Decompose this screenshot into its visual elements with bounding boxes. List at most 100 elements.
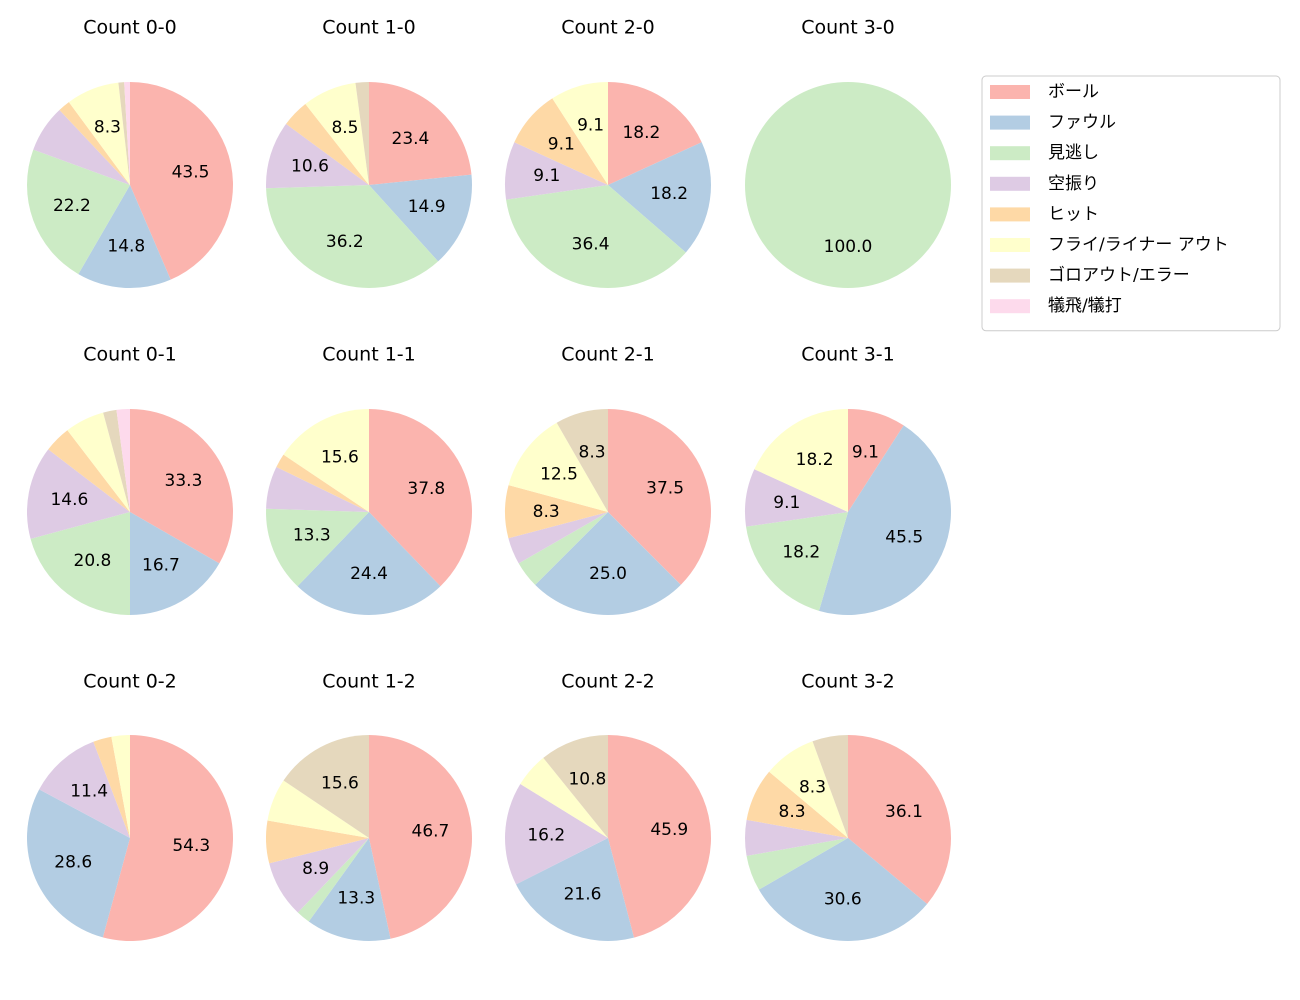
value-label: 25.0 <box>589 564 627 584</box>
value-label: 18.2 <box>650 184 688 204</box>
pie-slice <box>103 409 130 512</box>
value-label: 36.2 <box>326 232 364 252</box>
pie-slice <box>746 512 848 611</box>
pie-slice <box>27 449 131 539</box>
value-label: 9.1 <box>577 116 604 136</box>
legend-label: フライ/ライナー アウト <box>1048 235 1229 255</box>
pie-slice <box>266 185 439 289</box>
value-label: 10.6 <box>291 157 329 177</box>
pie-slice <box>758 838 928 941</box>
value-label: 36.1 <box>885 802 923 822</box>
pie-slice <box>266 820 369 864</box>
pie-slice <box>286 104 369 185</box>
legend-label: ボール <box>1048 82 1099 102</box>
pie-slice <box>67 412 130 512</box>
value-label: 30.6 <box>824 890 862 910</box>
pie-slice <box>48 430 130 512</box>
pie-slice <box>754 409 848 512</box>
pie-slice <box>283 409 369 512</box>
pie-slice <box>543 735 608 838</box>
pie-slice <box>535 512 681 615</box>
value-label: 28.6 <box>54 852 92 872</box>
pie-slice <box>505 783 608 885</box>
pie-slice <box>111 735 130 838</box>
value-label: 14.8 <box>107 237 145 257</box>
pie-slice <box>266 466 369 512</box>
value-label: 9.1 <box>533 166 560 186</box>
value-label: 8.9 <box>302 859 329 879</box>
pie-slice <box>369 409 472 587</box>
pie-slice <box>518 512 608 585</box>
pie-slice <box>283 735 369 838</box>
pie-slice <box>130 82 233 280</box>
pie-slice <box>265 508 369 587</box>
legend-label: ファウル <box>1048 113 1116 133</box>
pie-slice <box>68 82 130 185</box>
pie-title: Count 1-2 <box>322 671 416 693</box>
pie-slice <box>745 469 848 527</box>
pie-title: Count 3-0 <box>801 17 895 39</box>
pie-slice <box>745 819 848 856</box>
value-label: 21.6 <box>564 884 602 904</box>
value-label: 15.6 <box>321 773 359 793</box>
value-label: 8.3 <box>799 777 826 797</box>
value-label: 46.7 <box>412 822 450 842</box>
pie-slice <box>59 102 131 185</box>
legend-label: 犠飛/犠打 <box>1048 296 1122 316</box>
legend-swatch <box>990 299 1030 314</box>
value-label: 12.5 <box>540 464 578 484</box>
value-label: 10.8 <box>568 770 606 790</box>
pie-slice <box>297 512 441 615</box>
pie-slice <box>124 82 130 185</box>
pie-slice <box>608 735 712 938</box>
pie-slice <box>812 735 848 838</box>
legend-swatch <box>990 176 1030 191</box>
pie-slice <box>26 149 130 275</box>
value-label: 11.4 <box>70 782 108 802</box>
pie-title: Count 1-1 <box>322 344 416 366</box>
pie-slice <box>355 82 369 185</box>
legend-label: 空振り <box>1048 174 1099 194</box>
value-label: 45.5 <box>885 528 923 548</box>
legend-box <box>981 75 1281 332</box>
pie-slice <box>30 512 131 615</box>
pie-title: Count 2-1 <box>561 344 655 366</box>
pie-title: Count 1-0 <box>322 17 416 39</box>
pie-slice <box>552 82 608 185</box>
legend-label: 見逃し <box>1048 143 1099 163</box>
value-label: 54.3 <box>172 836 210 856</box>
value-label: 18.2 <box>796 450 834 470</box>
pie-slice <box>508 512 608 564</box>
pie-slice <box>608 82 702 185</box>
value-label: 16.2 <box>527 825 565 845</box>
pie-title: Count 2-2 <box>561 671 655 693</box>
pie-slice <box>269 838 369 913</box>
pie-slice <box>93 736 130 838</box>
pie-title: Count 3-1 <box>801 344 895 366</box>
pie-slice <box>516 838 634 941</box>
value-label: 8.3 <box>579 442 606 462</box>
value-label: 8.3 <box>779 802 806 822</box>
pie-title: Count 0-2 <box>83 671 177 693</box>
pie-title: Count 0-1 <box>83 344 177 366</box>
pie-slice <box>78 185 171 289</box>
value-label: 20.8 <box>74 551 112 571</box>
pie-title: Count 0-0 <box>83 17 177 39</box>
value-label: 9.1 <box>548 135 575 155</box>
value-label: 37.5 <box>646 478 684 498</box>
pie-slice <box>514 98 608 185</box>
value-label: 18.2 <box>782 542 820 562</box>
value-label: 16.7 <box>142 555 180 575</box>
value-label: 8.3 <box>533 502 560 522</box>
value-label: 13.3 <box>293 525 331 545</box>
legend-label: ヒット <box>1048 204 1099 224</box>
legend-swatch <box>990 85 1030 99</box>
value-label: 23.4 <box>392 129 430 149</box>
value-label: 14.9 <box>408 197 446 217</box>
pie-slice <box>305 82 369 185</box>
value-label: 22.2 <box>53 196 91 216</box>
pie-slice <box>520 757 608 838</box>
value-label: 14.6 <box>50 490 88 510</box>
